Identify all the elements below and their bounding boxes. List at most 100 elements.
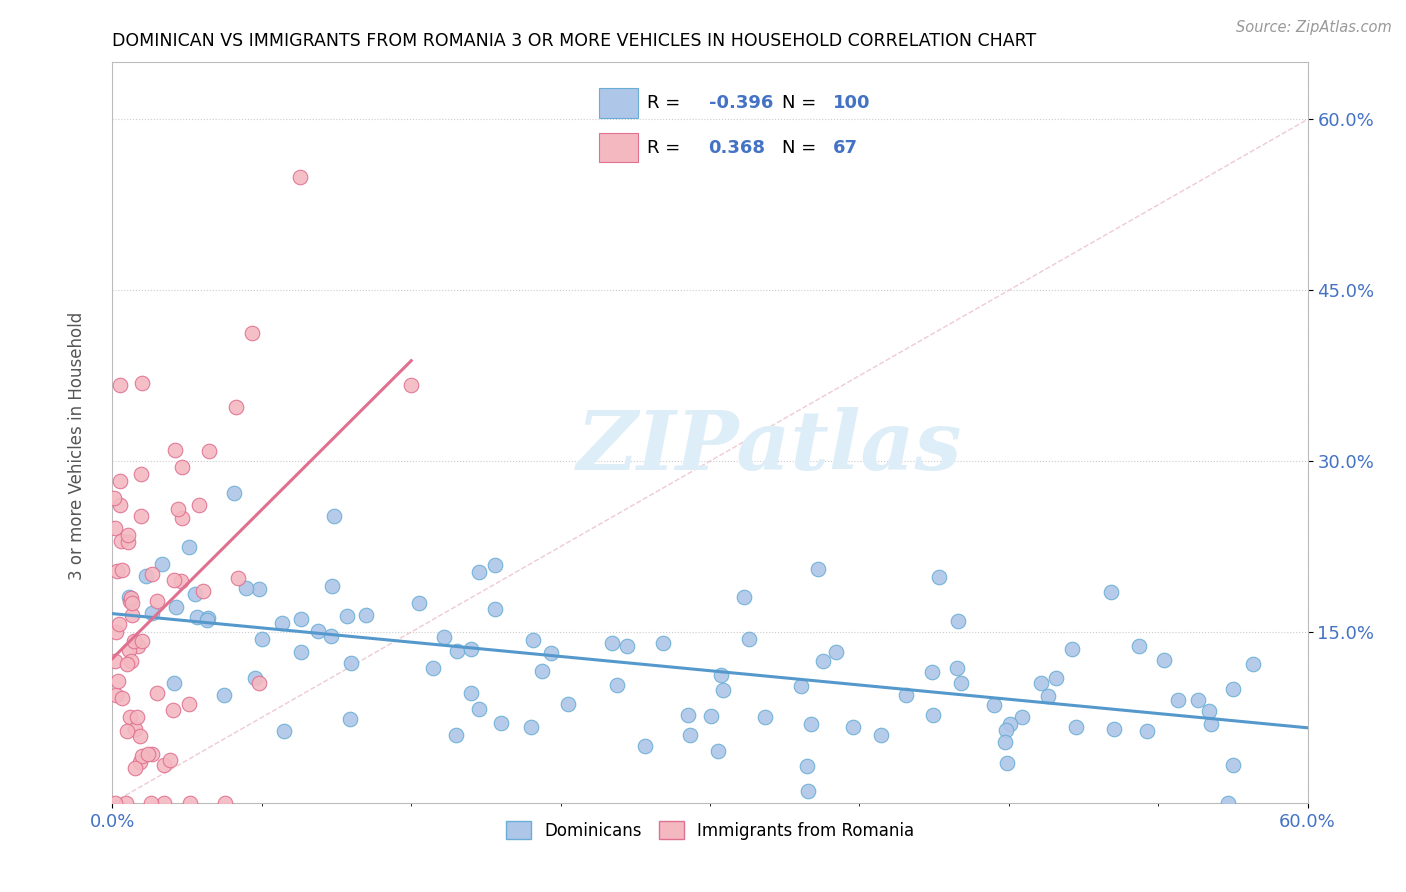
Point: [179, 796, 201, 810]
Point: [128, 729, 150, 743]
Text: R =: R =: [647, 94, 681, 112]
Point: [118, 590, 141, 604]
Point: [339, 712, 361, 726]
Point: [108, 474, 131, 488]
Point: [250, 632, 273, 646]
Point: [995, 756, 1018, 770]
Point: [1153, 653, 1175, 667]
Point: [307, 624, 329, 638]
Point: [754, 710, 776, 724]
Point: [652, 635, 675, 649]
Point: [135, 568, 157, 582]
Point: [212, 688, 235, 702]
Point: [162, 703, 184, 717]
Point: [242, 326, 264, 340]
Point: [870, 727, 893, 741]
Point: [1064, 720, 1087, 734]
Point: [707, 744, 730, 758]
Point: [354, 607, 377, 622]
Point: [733, 590, 755, 604]
Point: [165, 600, 187, 615]
Point: [120, 591, 142, 605]
Point: [467, 702, 489, 716]
Point: [1136, 723, 1159, 738]
Point: [243, 671, 266, 685]
Point: [115, 796, 138, 810]
Point: [118, 710, 141, 724]
Point: [235, 581, 257, 595]
Point: [177, 698, 200, 712]
Point: [129, 467, 152, 482]
Point: [170, 460, 193, 475]
Point: [983, 698, 1005, 712]
Point: [922, 707, 945, 722]
Point: [520, 720, 543, 734]
Point: [118, 642, 141, 657]
Point: [104, 688, 127, 702]
Point: [107, 674, 129, 689]
Point: [226, 571, 249, 585]
Point: [1031, 676, 1053, 690]
Point: [540, 646, 562, 660]
Point: [145, 593, 167, 607]
Point: [163, 442, 186, 457]
Point: [120, 654, 142, 668]
Point: [290, 645, 312, 659]
Point: [136, 747, 159, 761]
Point: [290, 169, 312, 184]
Point: [600, 636, 623, 650]
Point: [163, 574, 186, 588]
Point: [273, 723, 295, 738]
Text: R =: R =: [647, 138, 681, 157]
Point: [737, 632, 759, 646]
Point: [1045, 671, 1067, 685]
Point: [104, 796, 127, 810]
Point: [117, 535, 139, 549]
Point: [800, 716, 823, 731]
Point: [811, 654, 834, 668]
Bar: [599, 88, 638, 118]
Point: [247, 676, 270, 690]
Point: [117, 528, 139, 542]
Point: [841, 720, 863, 734]
Point: [111, 691, 134, 706]
Point: [153, 758, 176, 772]
Point: [1038, 689, 1060, 703]
Point: [994, 723, 1017, 738]
Text: 67: 67: [832, 138, 858, 157]
Point: [825, 645, 848, 659]
Point: [104, 654, 127, 668]
Point: [115, 724, 138, 739]
Point: [166, 502, 188, 516]
Point: [336, 608, 359, 623]
Point: [522, 632, 544, 647]
Point: [271, 616, 294, 631]
Point: [124, 761, 146, 775]
Point: [1187, 692, 1209, 706]
Point: [531, 664, 554, 678]
Point: [949, 675, 972, 690]
Point: [446, 644, 468, 658]
Point: [131, 376, 153, 390]
Text: ZIPatlas: ZIPatlas: [576, 408, 963, 487]
Point: [1104, 722, 1126, 736]
Text: N =: N =: [782, 94, 817, 112]
Point: [1222, 682, 1244, 697]
Point: [994, 735, 1017, 749]
Point: [928, 570, 950, 584]
Point: [946, 661, 969, 675]
Point: [104, 521, 127, 535]
Point: [141, 606, 163, 620]
Point: [197, 611, 219, 625]
Point: [125, 709, 148, 723]
Point: [170, 574, 193, 588]
Point: [323, 509, 346, 524]
Point: [117, 657, 139, 672]
Point: [104, 624, 127, 639]
Point: [110, 534, 132, 549]
Point: [141, 796, 163, 810]
Point: [150, 557, 173, 571]
Text: 3 or more Vehicles in Household: 3 or more Vehicles in Household: [69, 312, 86, 580]
Point: [108, 616, 131, 631]
Point: [159, 753, 181, 767]
